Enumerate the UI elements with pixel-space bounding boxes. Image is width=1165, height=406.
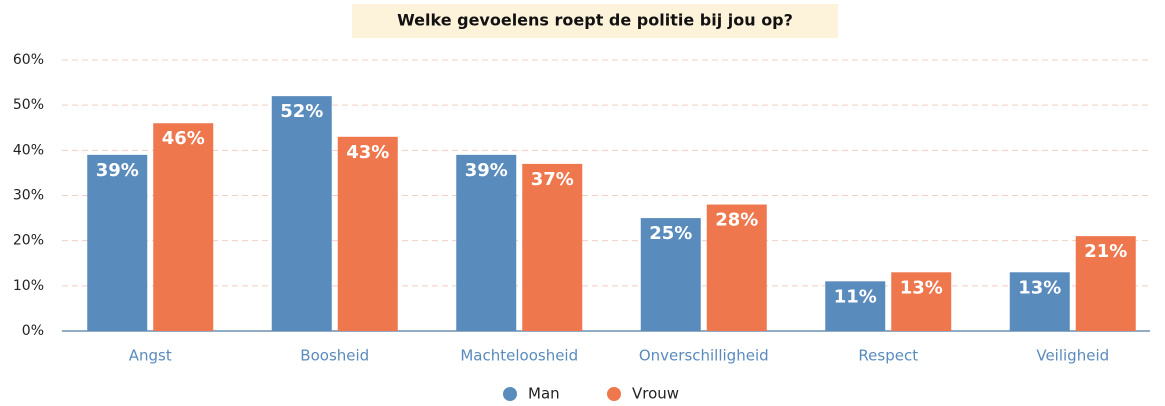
bar (1075, 236, 1136, 331)
data-label: 46% (162, 128, 205, 149)
legend-label: Vrouw (632, 385, 679, 403)
data-label: 37% (531, 169, 574, 190)
x-tick-label: Onverschilligheid (639, 347, 769, 365)
bar (87, 154, 148, 331)
data-label: 11% (834, 286, 877, 307)
bar (456, 154, 517, 331)
data-label: 52% (280, 101, 323, 122)
x-tick-label: Boosheid (300, 347, 369, 365)
bar (825, 281, 886, 331)
data-label: 25% (649, 223, 692, 244)
title-background (352, 4, 838, 38)
bar (522, 163, 583, 331)
chart-title: Welke gevoelens roept de politie bij jou… (397, 11, 793, 30)
bar (640, 218, 701, 331)
data-label: 28% (715, 210, 758, 231)
bar (891, 272, 952, 331)
data-label: 43% (346, 142, 389, 163)
data-label: 39% (96, 160, 139, 181)
bar (153, 123, 214, 331)
data-label: 39% (465, 160, 508, 181)
data-label: 13% (1018, 277, 1061, 298)
bar (1009, 272, 1070, 331)
y-tick-label: 0% (22, 323, 44, 339)
x-tick-label: Respect (858, 347, 918, 365)
y-tick-label: 20% (13, 233, 44, 249)
data-label: 21% (1084, 241, 1127, 262)
data-label: 13% (900, 277, 943, 298)
bar (706, 204, 767, 331)
y-tick-label: 30% (13, 188, 44, 204)
y-tick-label: 10% (13, 278, 44, 294)
y-tick-label: 60% (13, 52, 44, 68)
x-tick-label: Machteloosheid (460, 347, 578, 365)
x-tick-label: Angst (129, 347, 172, 365)
y-tick-label: 50% (13, 97, 44, 113)
legend-label: Man (528, 385, 560, 403)
legend-marker (503, 387, 517, 401)
y-tick-label: 40% (13, 142, 44, 158)
bar (271, 96, 332, 331)
bar (337, 136, 398, 331)
x-tick-label: Veiligheid (1036, 347, 1109, 365)
legend-marker (607, 387, 621, 401)
